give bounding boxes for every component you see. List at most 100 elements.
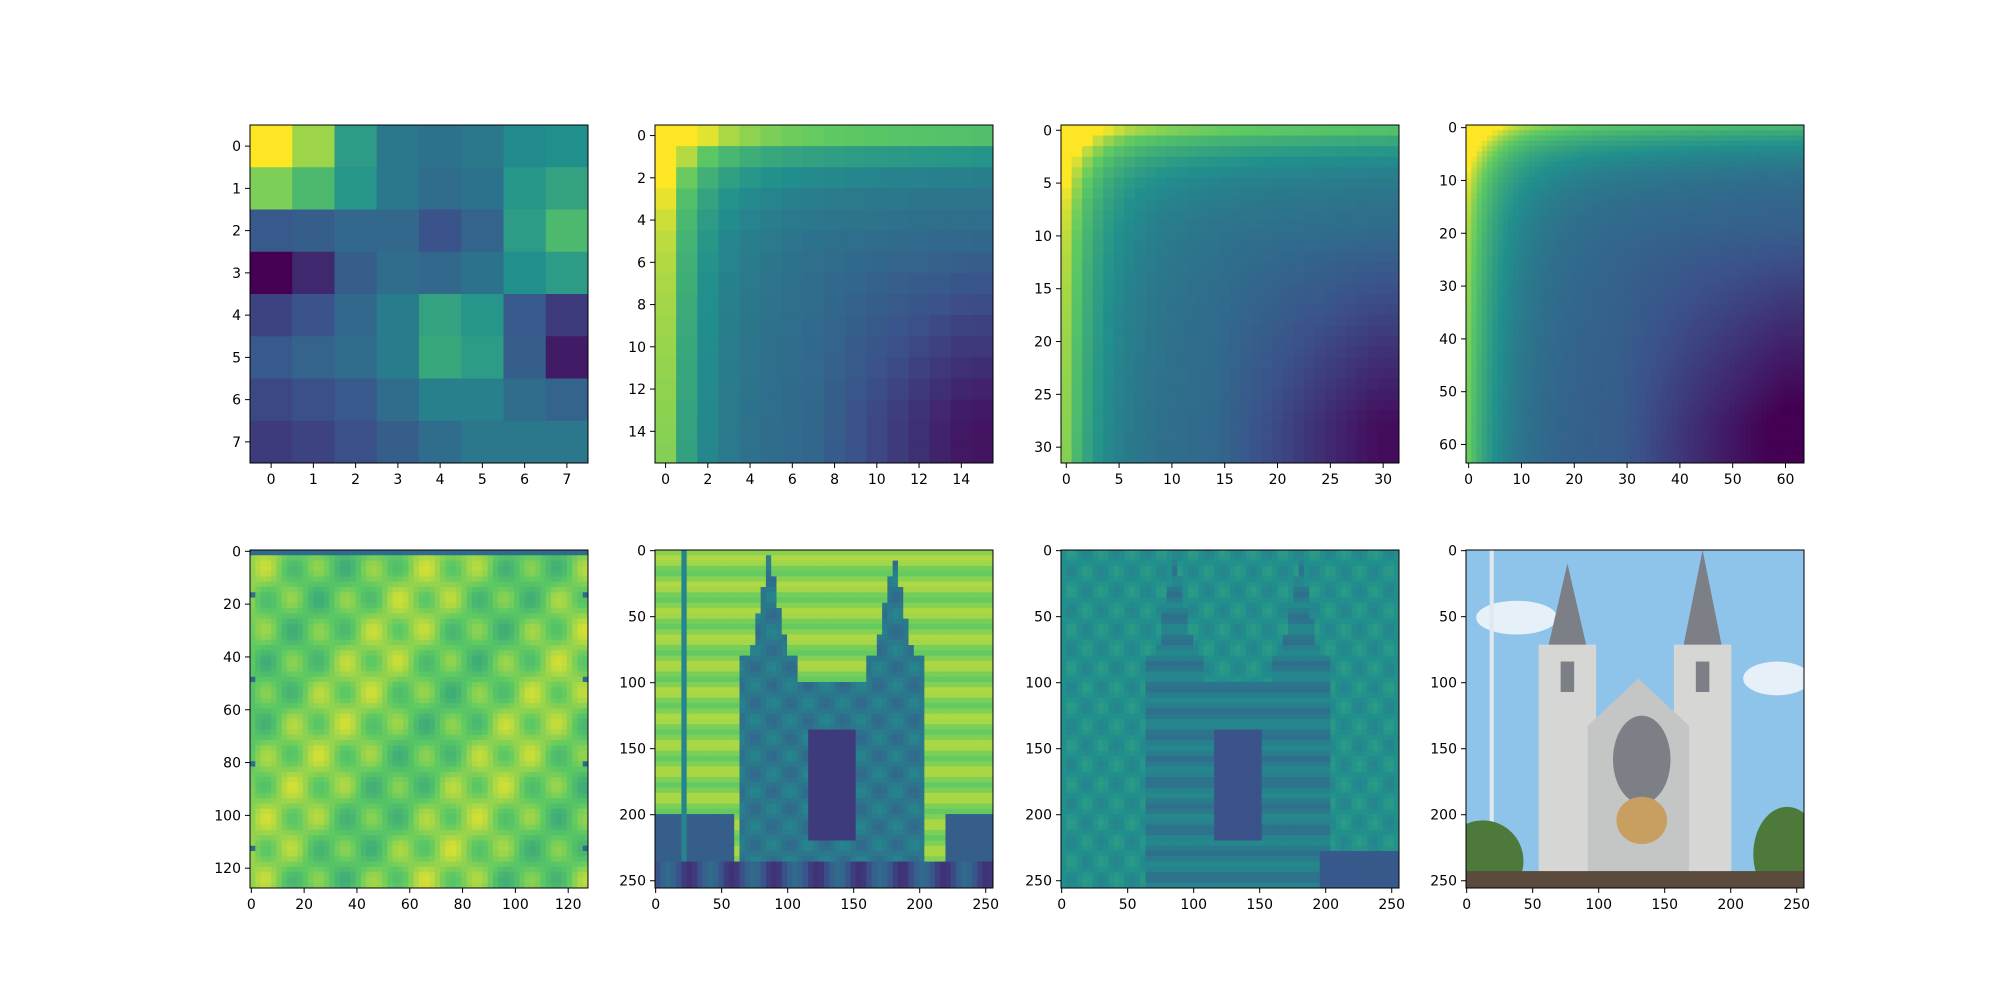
heatmap-cell — [1497, 315, 1504, 322]
heatmap-cell — [1492, 399, 1499, 406]
heatmap-cell — [1550, 172, 1557, 179]
heatmap-cell — [908, 420, 931, 443]
heatmap-cell — [1793, 177, 1800, 184]
heatmap-cell — [1598, 241, 1604, 248]
heatmap-cell — [1693, 146, 1699, 153]
heatmap-cell — [1524, 272, 1530, 279]
heatmap-cell — [1293, 156, 1305, 168]
heatmap-cell — [1603, 383, 1610, 390]
heatmap-cell — [1534, 214, 1541, 221]
heatmap-cell — [1508, 167, 1515, 174]
heatmap-cell — [1230, 336, 1242, 348]
heatmap-cell — [1134, 251, 1147, 263]
heatmap-cell — [1476, 262, 1483, 269]
heatmap-cell — [1650, 220, 1657, 226]
heatmap-cell — [824, 420, 846, 443]
heatmap-cell — [1134, 410, 1147, 422]
heatmap-cell — [1740, 309, 1747, 316]
heatmap-cell — [1761, 330, 1768, 337]
heatmap-cell — [1508, 140, 1515, 147]
heatmap-cell — [1777, 267, 1784, 274]
heatmap-cell — [1635, 367, 1641, 374]
heatmap-cell — [1561, 294, 1567, 300]
heatmap-cell — [1198, 135, 1210, 147]
heatmap-cell — [1524, 341, 1530, 348]
heatmap-cell — [1756, 209, 1763, 216]
heatmap-cell — [1529, 140, 1536, 147]
heatmap-cell — [1071, 389, 1083, 401]
heatmap-cell — [1582, 220, 1589, 226]
heatmap-cell — [1524, 420, 1530, 427]
heatmap-cell — [1261, 220, 1273, 232]
heatmap-cell — [1592, 209, 1599, 216]
heatmap-cell — [1388, 399, 1399, 411]
heatmap-cell — [1782, 336, 1789, 343]
heatmap-cell — [1502, 235, 1509, 242]
heatmap-cell — [1608, 156, 1615, 163]
heatmap-cell — [1730, 367, 1736, 374]
heatmap-cell — [1793, 193, 1800, 200]
heatmap-cell — [1113, 188, 1125, 200]
heatmap-cell — [1798, 309, 1804, 316]
heatmap-cell — [1555, 288, 1562, 295]
heatmap-cell — [1598, 204, 1604, 211]
heatmap-cell — [1571, 151, 1578, 158]
heatmap-cell — [1367, 156, 1379, 168]
heatmap-cell — [1518, 420, 1525, 427]
heatmap-cell — [1635, 204, 1641, 211]
heatmap-cell — [1555, 367, 1562, 374]
heatmap-cell — [1724, 283, 1731, 290]
heatmap-cell — [1772, 140, 1779, 147]
heatmap-cell — [461, 209, 505, 253]
heatmap-cell — [1388, 146, 1399, 158]
heatmap-cell — [1555, 346, 1562, 353]
heatmap-cell — [1671, 225, 1678, 232]
heatmap-cell — [1793, 288, 1800, 295]
heatmap-cell — [1703, 415, 1710, 422]
heatmap-cell — [1325, 315, 1337, 327]
heatmap-cell — [1187, 399, 1199, 411]
heatmap-cell — [1782, 214, 1789, 221]
heatmap-cell — [1325, 209, 1337, 221]
heatmap-cell — [1156, 156, 1168, 168]
heatmap-cell — [1793, 241, 1800, 248]
heatmap-cell — [1693, 325, 1699, 332]
heatmap-cell — [1714, 288, 1721, 295]
heatmap-cell — [1124, 241, 1136, 253]
heatmap-cell — [1367, 146, 1379, 158]
heatmap-cell — [1566, 225, 1573, 232]
heatmap-cell — [1782, 341, 1789, 348]
heatmap-cell — [1282, 135, 1294, 147]
heatmap-cell — [1582, 315, 1589, 322]
heatmap-cell — [1608, 394, 1615, 401]
heatmap-cell — [1772, 315, 1779, 322]
heatmap-cell — [1592, 272, 1599, 279]
heatmap-cell — [1708, 204, 1715, 211]
heatmap-cell — [1561, 383, 1567, 390]
heatmap-cell — [1619, 188, 1626, 195]
heatmap-cell — [1598, 352, 1604, 358]
heatmap-cell — [1555, 235, 1562, 242]
heatmap-cell — [1466, 426, 1472, 432]
heatmap-cell — [1529, 220, 1536, 226]
heatmap-cell — [1198, 167, 1210, 179]
heatmap-cell — [1487, 330, 1494, 337]
heatmap-cell — [1502, 383, 1509, 390]
heatmap-cell — [1624, 220, 1631, 226]
heatmap-cell — [718, 125, 741, 147]
heatmap-cell — [950, 315, 973, 337]
heatmap-cell — [1502, 283, 1509, 290]
heatmap-cell — [1730, 209, 1736, 216]
heatmap-cell — [1582, 362, 1589, 369]
heatmap-cell — [1177, 220, 1189, 232]
heatmap-cell — [1555, 362, 1562, 369]
heatmap-cell — [1640, 420, 1647, 427]
heatmap-cell — [1703, 209, 1710, 216]
heatmap-cell — [1714, 325, 1721, 332]
heatmap-cell — [1687, 373, 1694, 380]
heatmap-cell — [1524, 294, 1530, 300]
heatmap-cell — [1208, 198, 1221, 211]
heatmap-cell — [1719, 362, 1726, 369]
heatmap-cell — [1198, 272, 1210, 285]
heatmap-cell — [1603, 204, 1610, 211]
